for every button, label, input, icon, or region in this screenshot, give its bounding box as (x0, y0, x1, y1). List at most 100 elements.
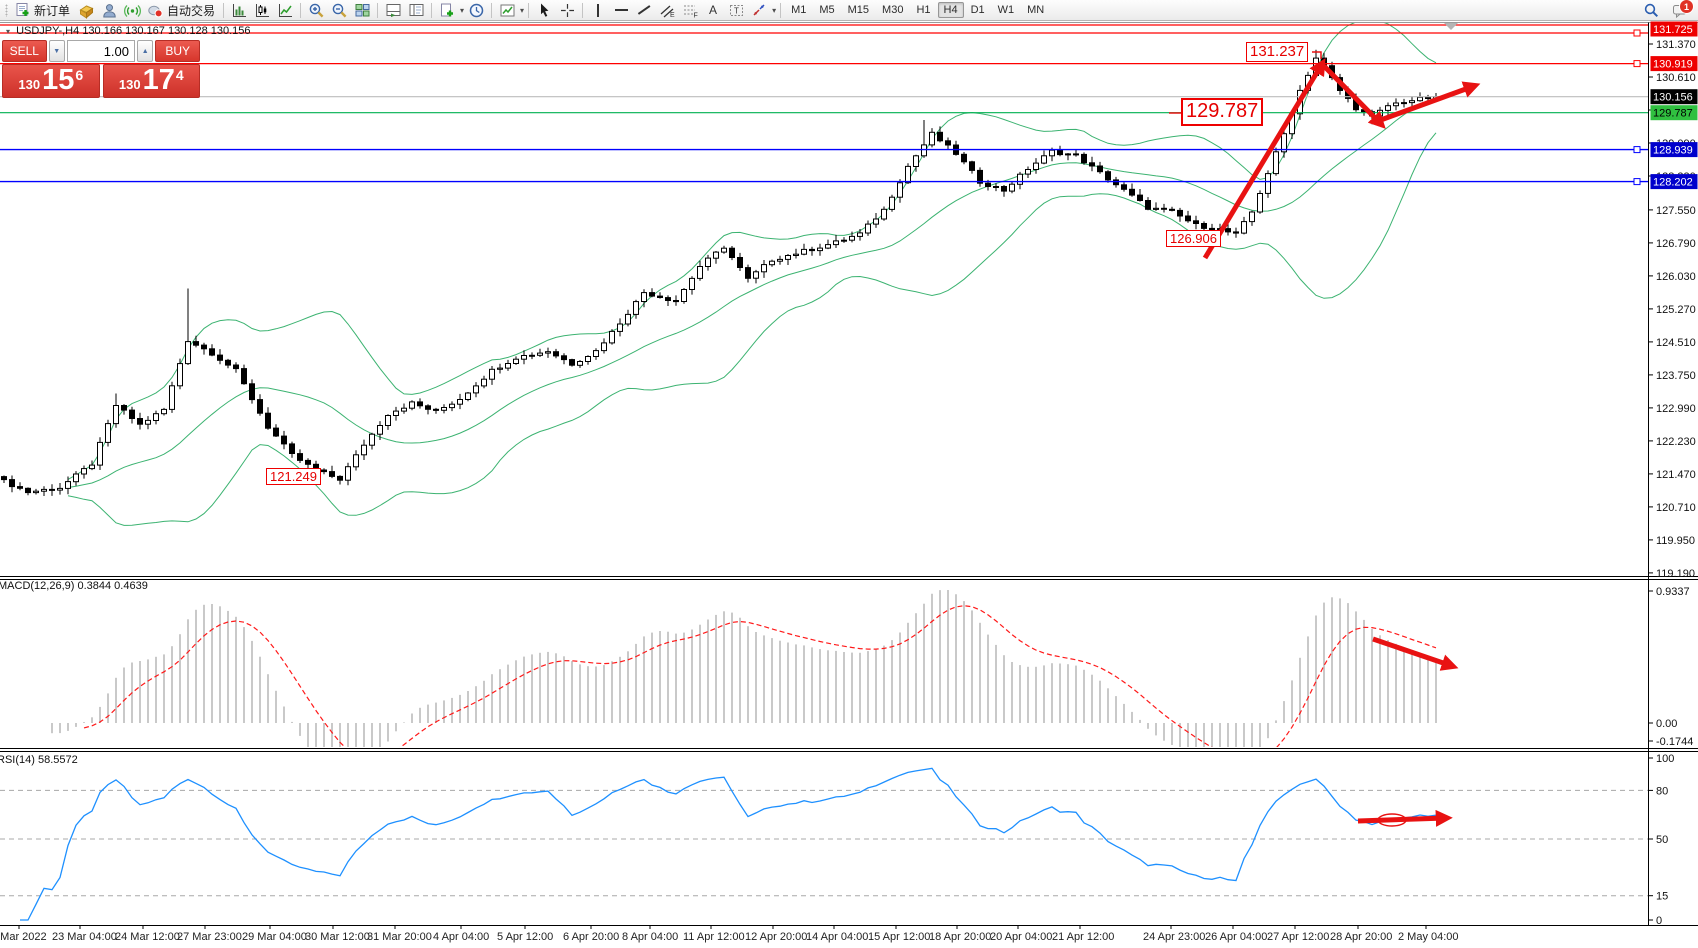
one-click-trading-panel: SELL ▼ ▲ BUY 130 15 6 130 17 4 (2, 40, 200, 98)
tf-button-m15[interactable]: M15 (847, 4, 870, 16)
chart-template-icon[interactable] (496, 1, 518, 19)
time-axis-label: 23 Mar 04:00 (52, 931, 117, 943)
new-order-label[interactable]: 新订单 (34, 3, 71, 18)
tile-windows-icon[interactable] (351, 1, 373, 19)
trend-arrow (1322, 64, 1386, 129)
tf-button-m30[interactable]: M30 (882, 4, 904, 16)
signal-icon[interactable] (121, 1, 143, 19)
rsi-line (20, 767, 1437, 921)
price-badge-value: 128.202 (1653, 177, 1693, 189)
chart-symbol-title: USDJPY-,H4 (16, 25, 80, 37)
auto-trading-label[interactable]: 自动交易 (167, 3, 216, 18)
tf-button-w1[interactable]: W1 (997, 4, 1015, 16)
price-axis-tick: 130.610 (1656, 72, 1696, 84)
time-axis-label: 30 Mar 12:00 (305, 931, 370, 943)
crosshair-icon[interactable] (556, 1, 578, 19)
level-line-handle (1633, 146, 1641, 154)
toolbar-separator (780, 2, 782, 18)
toolbar-grip[interactable] (5, 3, 8, 17)
macd-layer (51, 590, 1437, 747)
candlestick-chart-icon[interactable] (251, 1, 273, 19)
price-axis-tick: 127.550 (1656, 205, 1696, 217)
trend-arrow (1202, 58, 1326, 260)
zoom-in-icon[interactable] (305, 1, 327, 19)
time-axis-label: 11 Apr 12:00 (683, 931, 745, 943)
time-axis-label: 21 Apr 12:00 (1052, 931, 1114, 943)
auto-trading-icon[interactable] (144, 1, 166, 19)
price-axis-tick: 120.710 (1656, 502, 1696, 514)
rsi-axis-tick: 15 (1656, 891, 1668, 903)
rsi-axis-tick: 100 (1656, 753, 1674, 765)
time-axis-label: 24 Mar 12:00 (115, 931, 180, 943)
time-axis-label: 6 Apr 20:00 (563, 931, 619, 943)
text-icon[interactable]: A (709, 3, 718, 17)
arrow-objects-dropdown-caret[interactable]: ▾ (772, 5, 777, 15)
tf-button-h1[interactable]: H1 (916, 4, 931, 16)
equidistant-channel-icon[interactable]: E (656, 1, 678, 19)
history-center-icon[interactable] (75, 1, 97, 19)
price-axis-tick: 122.230 (1656, 436, 1696, 448)
price-annotation-label: 126.906 (1166, 230, 1221, 248)
price-axis-tick: 124.510 (1656, 337, 1696, 349)
price-badge (1650, 56, 1698, 72)
indicator-window-icon[interactable] (382, 1, 404, 19)
notification-badge[interactable]: 1 (1679, 0, 1694, 14)
new-order-icon[interactable] (11, 1, 33, 19)
tf-button-mn[interactable]: MN (1027, 4, 1045, 16)
buy-button[interactable]: BUY (155, 40, 200, 62)
price-badge-value: 131.725 (1653, 24, 1693, 36)
time-axis-label: 20 Apr 04:00 (990, 931, 1052, 943)
volume-increase-button[interactable]: ▲ (137, 40, 154, 62)
rsi-title: RSI(14) (0, 754, 35, 766)
level-line-handle (1633, 60, 1641, 68)
line-chart-icon[interactable] (274, 1, 296, 19)
add-indicator-dropdown-caret[interactable]: ▾ (460, 5, 465, 15)
tf-button-h4[interactable]: H4 (937, 2, 964, 18)
sell-price-box[interactable]: 130 15 6 (2, 64, 100, 98)
period-clock-icon[interactable] (465, 1, 487, 19)
vertical-line-icon[interactable] (587, 1, 609, 19)
price-badge-value: 130.919 (1653, 59, 1693, 71)
zoom-out-icon[interactable] (328, 1, 350, 19)
price-annotation-label: 131.237 (1246, 42, 1309, 62)
bar-chart-icon[interactable] (228, 1, 250, 19)
chart-collapse-icon[interactable]: ▾ (6, 27, 11, 36)
sell-button[interactable]: SELL (2, 40, 47, 62)
text-label-icon[interactable]: T (725, 1, 747, 19)
cursor-icon[interactable] (533, 1, 555, 19)
time-axis-label: 27 Mar 23:00 (177, 931, 242, 943)
macd-title: MACD(12,26,9) (0, 580, 75, 592)
search-icon[interactable] (1640, 1, 1662, 19)
add-indicator-icon[interactable] (436, 1, 458, 19)
toolbar-separator (431, 2, 433, 18)
tf-button-m1[interactable]: M1 (791, 4, 807, 16)
price-annotation-label: 129.787 (1181, 98, 1264, 126)
rsi-axis-tick: 80 (1656, 785, 1668, 797)
price-badge (1650, 174, 1698, 190)
time-axis-label: 14 Apr 04:00 (806, 931, 868, 943)
time-axis-label: 27 Apr 12:00 (1267, 931, 1329, 943)
time-axis-label: 2 Mar 2022 (0, 931, 47, 943)
profile-icon[interactable] (98, 1, 120, 19)
price-axis-tick: 122.990 (1656, 403, 1696, 415)
price-axis-tick: 119.190 (1656, 568, 1695, 580)
trendline-icon[interactable] (633, 1, 655, 19)
notifications-chat-icon[interactable]: 1 (1669, 0, 1694, 19)
price-axis-tick: 126.790 (1656, 238, 1696, 250)
tf-button-d1[interactable]: D1 (970, 4, 985, 16)
time-axis-label: 12 Apr 20:00 (745, 931, 807, 943)
price-annotation-label: 121.249 (266, 468, 321, 486)
volume-decrease-button[interactable]: ▼ (48, 40, 65, 62)
data-window-icon[interactable] (405, 1, 427, 19)
chart-template-dropdown-caret[interactable]: ▾ (520, 5, 525, 15)
volume-input[interactable] (67, 40, 135, 62)
buy-price-box[interactable]: 130 17 4 (102, 64, 200, 98)
arrow-objects-icon[interactable] (748, 1, 770, 19)
chart-header: ▾ USDJPY-,H4 130.166 130.167 130.128 130… (6, 25, 251, 37)
fibonacci-icon[interactable]: F (679, 1, 701, 19)
macd-axis-tick: 0.9337 (1656, 586, 1690, 598)
horizontal-line-icon[interactable] (610, 1, 632, 19)
toolbar-separator (377, 2, 379, 18)
tf-button-m5[interactable]: M5 (819, 4, 835, 16)
